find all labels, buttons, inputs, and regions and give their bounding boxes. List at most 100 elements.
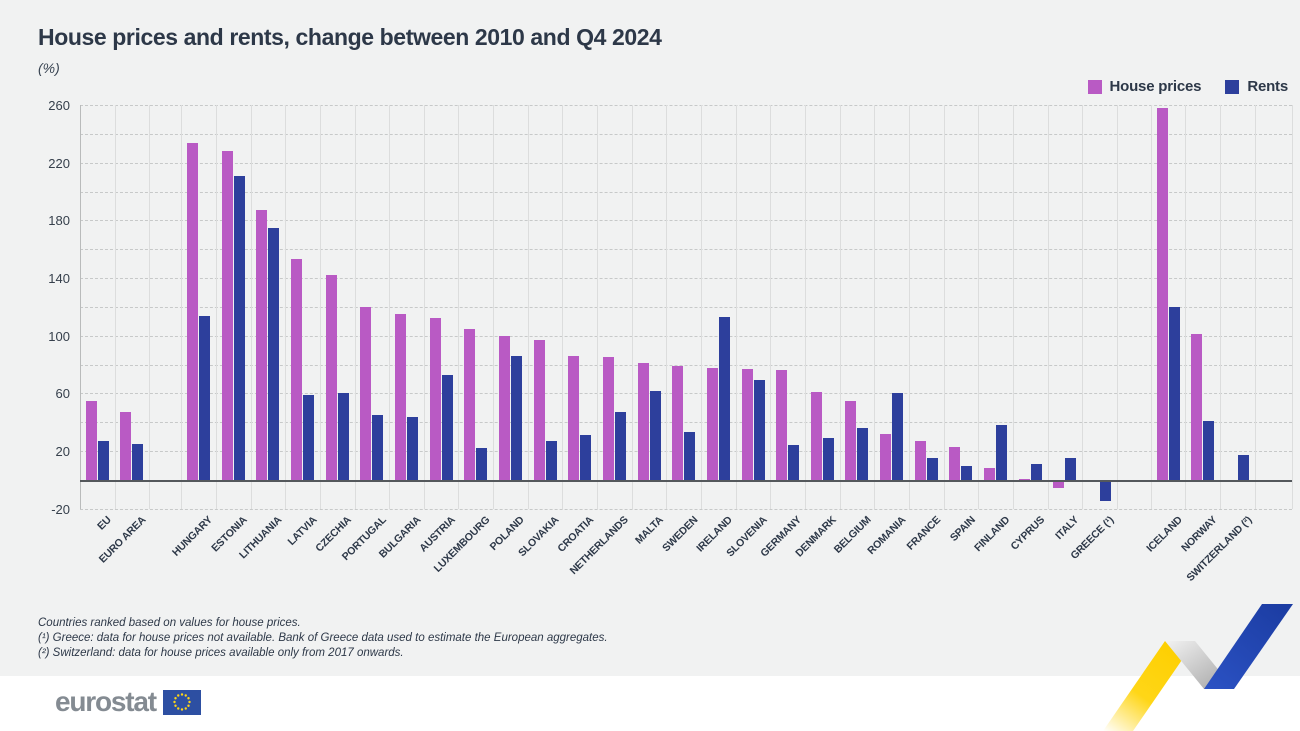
house-prices-bar-ITALY bbox=[1053, 482, 1065, 488]
y-axis-label-100: 100 bbox=[48, 328, 70, 344]
category-separator bbox=[1292, 105, 1293, 509]
y-axis-label--20: -20 bbox=[51, 501, 70, 517]
house-prices-bar-CZECHIA bbox=[325, 275, 337, 480]
gridline-200 bbox=[80, 191, 1292, 193]
rents-bar-POLAND bbox=[510, 355, 522, 480]
rents-bar-LITHUANIA bbox=[268, 227, 280, 480]
category-separator bbox=[840, 105, 841, 509]
rents-bar-LUXEMBOURG bbox=[476, 448, 488, 480]
category-separator bbox=[562, 105, 563, 509]
rents-bar-MALTA bbox=[649, 390, 661, 480]
category-separator bbox=[909, 105, 910, 509]
rents-bar-EURO AREA bbox=[132, 443, 144, 480]
rents-bar-CROATIA bbox=[580, 435, 592, 480]
rents-bar-NORWAY bbox=[1203, 420, 1215, 480]
category-separator bbox=[251, 105, 252, 509]
house-prices-bar-CYPRUS bbox=[1018, 478, 1030, 480]
house-prices-bar-ESTONIA bbox=[221, 151, 233, 480]
gridline-220 bbox=[80, 162, 1292, 164]
y-axis-label-20: 20 bbox=[55, 444, 70, 460]
rents-bar-CYPRUS bbox=[1030, 464, 1042, 480]
y-axis-label-60: 60 bbox=[55, 386, 70, 402]
category-separator bbox=[1185, 105, 1186, 509]
category-separator bbox=[666, 105, 667, 509]
gridline-240 bbox=[80, 133, 1292, 135]
category-separator bbox=[458, 105, 459, 509]
category-separator bbox=[1220, 105, 1221, 509]
house-prices-bar-SPAIN bbox=[949, 446, 961, 480]
rents-bar-SWEDEN bbox=[684, 432, 696, 480]
category-separator bbox=[320, 105, 321, 509]
house-prices-bar-BULGARIA bbox=[395, 314, 407, 480]
x-axis-label-text: FINLAND bbox=[971, 514, 1013, 555]
gridline-80 bbox=[80, 364, 1292, 366]
rents-bar-CZECHIA bbox=[337, 393, 349, 480]
house-prices-bar-CROATIA bbox=[568, 355, 580, 480]
legend-label-house-prices: House prices bbox=[1109, 78, 1202, 95]
category-separator bbox=[115, 105, 116, 509]
gridline-160 bbox=[80, 249, 1292, 251]
legend-item-house-prices: House prices bbox=[1087, 78, 1202, 95]
x-axis-label-text: FRANCE bbox=[904, 514, 943, 553]
eu-flag-icon bbox=[162, 689, 201, 715]
footnote-greece: (¹) Greece: data for house prices not av… bbox=[38, 632, 608, 644]
eurostat-logo-text: eurostat bbox=[55, 686, 157, 717]
category-separator bbox=[389, 105, 390, 509]
x-axis-label-text: SWITZERLAND (²) bbox=[1184, 514, 1254, 584]
category-separator bbox=[1151, 105, 1152, 509]
category-separator bbox=[1082, 105, 1083, 509]
legend-item-rents: Rents bbox=[1225, 78, 1288, 95]
house-prices-bar-FRANCE bbox=[914, 441, 926, 480]
gridline-60 bbox=[80, 393, 1292, 395]
house-prices-bar-MALTA bbox=[637, 363, 649, 480]
rents-bar-AUSTRIA bbox=[441, 374, 453, 480]
x-axis-label-text: SWEDEN bbox=[659, 514, 701, 555]
category-separator bbox=[355, 105, 356, 509]
gridline-40 bbox=[80, 422, 1292, 424]
rents-bar-ESTONIA bbox=[233, 175, 245, 480]
rents-bar-EU bbox=[97, 441, 109, 480]
category-separator bbox=[1117, 105, 1118, 509]
footnote-switzerland: (²) Switzerland: data for house prices a… bbox=[38, 647, 404, 659]
category-separator bbox=[80, 105, 81, 509]
house-prices-bar-POLAND bbox=[498, 335, 510, 480]
house-prices-bar-NORWAY bbox=[1191, 334, 1203, 480]
x-axis-label-text: EU bbox=[95, 514, 114, 533]
category-separator bbox=[1013, 105, 1014, 509]
house-prices-bar-IRELAND bbox=[706, 367, 718, 480]
rents-bar-GREECE (¹) bbox=[1100, 482, 1112, 501]
rents-bar-PORTUGAL bbox=[372, 415, 384, 480]
category-separator bbox=[149, 105, 150, 509]
rents-bar-ICELAND bbox=[1168, 306, 1180, 480]
gridline-180 bbox=[80, 220, 1292, 222]
x-axis-label-text: CYPRUS bbox=[1008, 514, 1047, 553]
footnotes: Countries ranked based on values for hou… bbox=[38, 616, 608, 661]
category-separator bbox=[632, 105, 633, 509]
house-prices-bar-SWEDEN bbox=[672, 366, 684, 480]
gridline-120 bbox=[80, 306, 1292, 308]
rents-bar-BELGIUM bbox=[857, 428, 869, 480]
rents-bar-ITALY bbox=[1065, 458, 1077, 480]
house-prices-bar-SLOVAKIA bbox=[533, 340, 545, 480]
house-prices-bar-EURO AREA bbox=[120, 412, 132, 480]
house-prices-bar-LATVIA bbox=[291, 259, 303, 480]
rents-bar-SPAIN bbox=[961, 465, 973, 480]
house-prices-swatch-icon bbox=[1087, 79, 1102, 94]
rents-bar-LATVIA bbox=[303, 394, 315, 480]
y-axis-label-180: 180 bbox=[48, 213, 70, 229]
house-prices-bar-LUXEMBOURG bbox=[464, 328, 476, 480]
zero-baseline bbox=[80, 480, 1292, 482]
house-prices-bar-ROMANIA bbox=[880, 433, 892, 480]
gridline-100 bbox=[80, 335, 1292, 337]
x-axis-label-text: MALTA bbox=[632, 514, 666, 547]
house-prices-bar-GERMANY bbox=[776, 370, 788, 480]
rents-bar-FINLAND bbox=[996, 425, 1008, 480]
house-prices-bar-ICELAND bbox=[1156, 107, 1168, 480]
house-prices-bar-BELGIUM bbox=[845, 400, 857, 480]
rents-bar-SLOVAKIA bbox=[545, 441, 557, 480]
category-separator bbox=[181, 105, 182, 509]
rents-bar-NETHERLANDS bbox=[614, 412, 626, 480]
house-prices-bar-PORTUGAL bbox=[360, 306, 372, 480]
category-separator bbox=[978, 105, 979, 509]
